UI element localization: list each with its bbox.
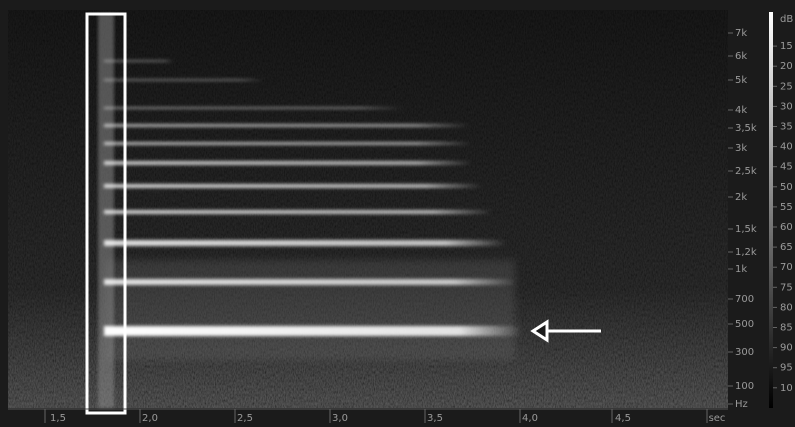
time-label: 4,0 (522, 413, 538, 424)
db-label: 60 (780, 222, 793, 233)
freq-label: 3k (735, 143, 747, 154)
freq-label: 5k (735, 75, 747, 86)
spectrogram (8, 10, 728, 413)
harmonic (104, 240, 506, 246)
time-label: 2,5 (237, 413, 253, 424)
time-label: 3,0 (332, 413, 348, 424)
harmonic (104, 210, 492, 214)
glow (105, 260, 515, 360)
db-label: 40 (780, 142, 793, 153)
db-label: 15 (780, 41, 793, 52)
db-label: 35 (780, 122, 793, 133)
freq-label: 300 (735, 347, 754, 358)
db-label: 25 (780, 81, 793, 92)
freq-label: 3,5k (735, 123, 757, 134)
db-label: 65 (780, 242, 793, 253)
freq-label: 1,2k (735, 247, 757, 258)
freq-label: 500 (735, 319, 754, 330)
harmonic (104, 279, 516, 285)
db-label: 10 (780, 383, 793, 394)
spectrogram-view: 1,5 2,0 2,5 3,0 3,5 4,0 4,5 sec 7k 6k 5k 4k 3,5k 3k 2,… (0, 0, 795, 427)
time-label: 4,5 (615, 413, 631, 424)
freq-label: 2,5k (735, 166, 757, 177)
harmonic (104, 79, 264, 81)
freq-label: 100 (735, 381, 754, 392)
freq-label: 4k (735, 105, 747, 116)
db-label: 70 (780, 262, 793, 273)
time-label: 1,5 (50, 413, 66, 424)
time-label: 2,0 (142, 413, 158, 424)
db-label: 85 (780, 323, 793, 334)
db-label: dB (780, 14, 793, 25)
freq-label: 6k (735, 51, 747, 62)
freq-label: 1,5k (735, 224, 757, 235)
db-label: 45 (780, 162, 793, 173)
freq-label: 1k (735, 264, 747, 275)
db-label: 20 (780, 61, 793, 72)
db-label: 55 (780, 202, 793, 213)
freq-label: Hz (735, 399, 748, 410)
time-label: 3,5 (427, 413, 443, 424)
harmonic (104, 124, 470, 127)
freq-label: 700 (735, 294, 754, 305)
db-label: 30 (780, 101, 793, 112)
harmonic (104, 60, 174, 62)
db-label: 50 (780, 182, 793, 193)
db-label: 90 (780, 343, 793, 354)
time-label: sec (709, 413, 726, 424)
db-label: 75 (780, 282, 793, 293)
freq-label: 7k (735, 28, 747, 39)
harmonic (104, 142, 472, 145)
harmonic (104, 184, 482, 188)
freq-label: 2k (735, 192, 747, 203)
harmonic (104, 326, 522, 336)
db-label: 80 (780, 302, 793, 313)
color-bar (769, 12, 773, 408)
harmonic (104, 161, 472, 165)
db-label: 95 (780, 363, 793, 374)
harmonic (104, 107, 404, 109)
